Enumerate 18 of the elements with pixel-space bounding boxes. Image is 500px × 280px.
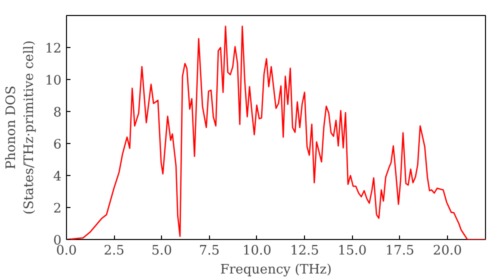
y-tick-label: 12 bbox=[44, 42, 62, 56]
x-tick-label: 15.0 bbox=[338, 244, 367, 258]
x-tick-label: 10.0 bbox=[242, 244, 272, 258]
y-tick-label: 8 bbox=[53, 106, 62, 120]
y-tick-label: 10 bbox=[44, 74, 62, 88]
x-tick-label: 5.0 bbox=[151, 244, 172, 258]
x-tick-label: 20.0 bbox=[432, 244, 462, 258]
y-axis-title: Phonon DOS (States/THz·primitive cell) bbox=[4, 40, 37, 214]
y-tick-label: 2 bbox=[53, 202, 62, 216]
y-tick-label: 6 bbox=[53, 138, 62, 152]
x-tick-label: 7.5 bbox=[199, 244, 220, 258]
x-tick-label: 0.0 bbox=[56, 244, 77, 258]
x-tick-label: 17.5 bbox=[385, 244, 414, 258]
y-tick-label: 4 bbox=[53, 170, 62, 184]
line-series bbox=[66, 26, 486, 240]
x-tick-label: 2.5 bbox=[104, 244, 124, 258]
x-tick-label: 12.5 bbox=[290, 244, 320, 258]
x-axis-title: Frequency (THz) bbox=[220, 262, 332, 278]
